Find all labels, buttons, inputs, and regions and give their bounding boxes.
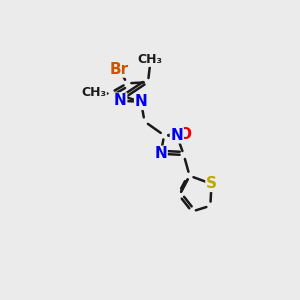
Text: N: N [154, 146, 167, 161]
Text: N: N [170, 128, 183, 143]
Text: Br: Br [110, 62, 129, 77]
Text: N: N [114, 93, 127, 108]
Text: CH₃: CH₃ [81, 86, 106, 99]
Text: CH₃: CH₃ [138, 53, 163, 66]
Text: O: O [178, 127, 191, 142]
Text: N: N [135, 94, 147, 109]
Text: S: S [206, 176, 217, 191]
